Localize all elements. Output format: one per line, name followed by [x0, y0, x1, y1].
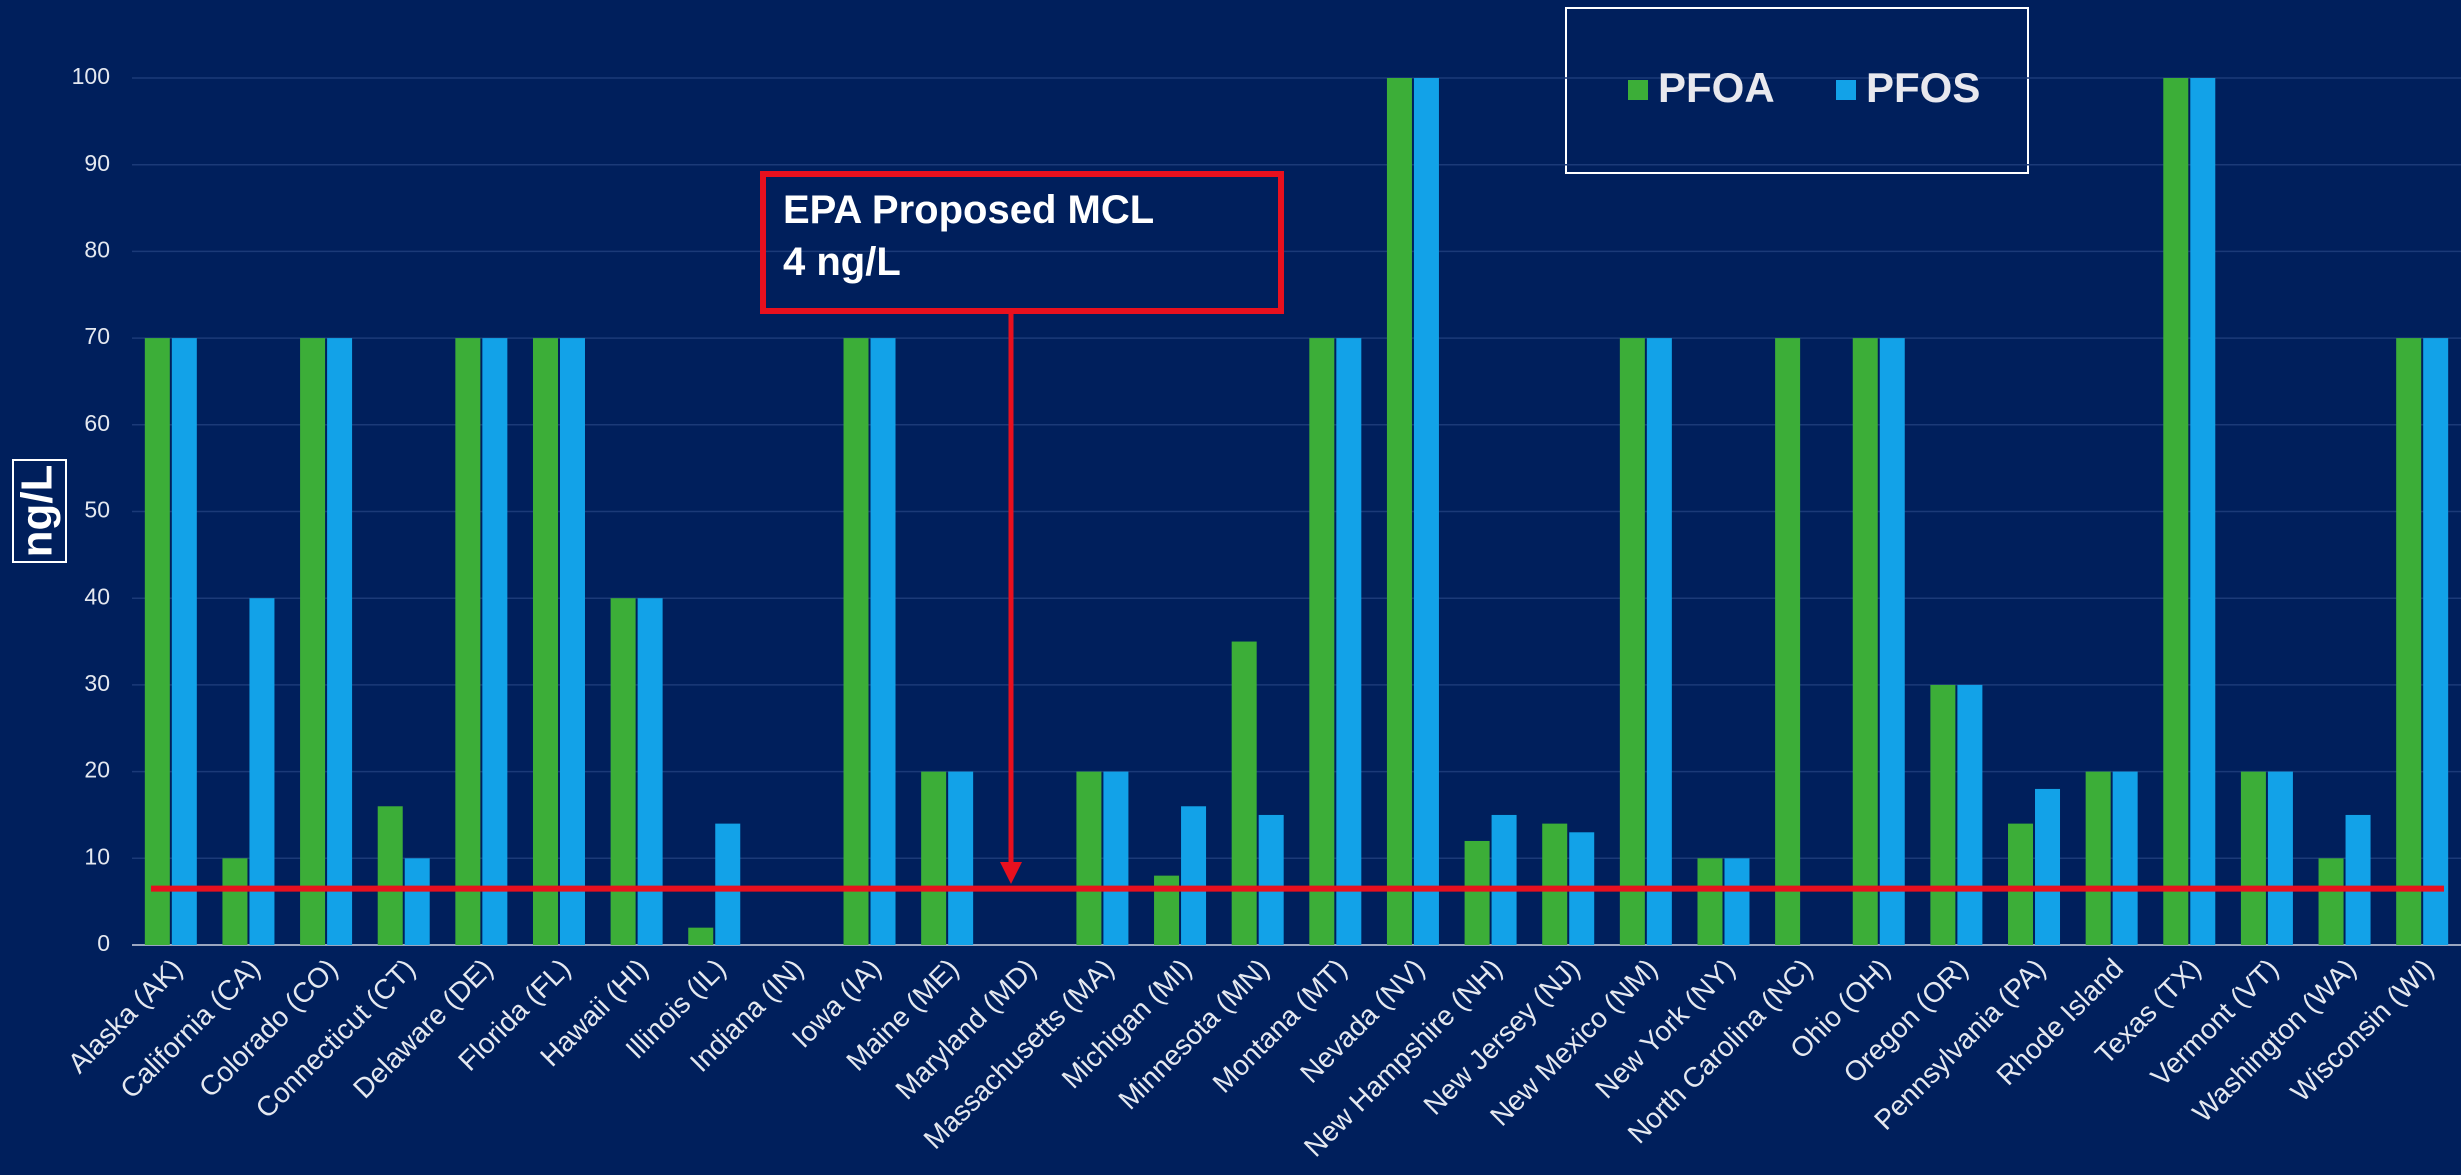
y-tick-label: 30 — [84, 670, 110, 696]
bar — [1724, 858, 1750, 945]
bar — [1231, 641, 1257, 945]
annotation: EPA Proposed MCL 4 ng/L — [783, 188, 1154, 284]
legend-label: PFOS — [1866, 64, 1980, 111]
bar — [171, 338, 197, 946]
bar — [1542, 823, 1568, 945]
annotation-box — [760, 171, 1284, 314]
bar — [921, 771, 947, 945]
bar — [327, 338, 353, 946]
bar — [1957, 684, 1983, 945]
bar — [559, 338, 585, 946]
bar — [482, 338, 508, 946]
bar — [1258, 814, 1284, 945]
bar — [1930, 684, 1956, 945]
legend-box — [1565, 7, 2029, 174]
bar — [843, 338, 869, 946]
bar — [2423, 338, 2449, 946]
bar — [377, 806, 403, 945]
bar — [1181, 806, 1207, 945]
bar — [688, 927, 714, 945]
legend-swatch — [1628, 80, 1648, 100]
bar — [1464, 840, 1490, 945]
bar — [1413, 78, 1439, 945]
bar — [2240, 771, 2266, 945]
bar — [2396, 338, 2422, 946]
annotation-line: 4 ng/L — [783, 240, 901, 284]
y-tick-label: 10 — [84, 843, 110, 869]
bar — [532, 338, 558, 946]
bar — [870, 338, 896, 946]
bar — [2163, 78, 2189, 945]
bar — [300, 338, 326, 946]
bar — [2190, 78, 2216, 945]
bar — [1697, 858, 1723, 945]
y-tick-label: 100 — [72, 63, 110, 89]
y-tick-label: 70 — [84, 323, 110, 349]
bar — [1386, 78, 1412, 945]
bar — [404, 858, 430, 945]
y-label-box — [12, 459, 67, 563]
y-tick-label: 90 — [84, 150, 110, 176]
legend-label: PFOA — [1658, 64, 1775, 111]
arrow-head — [1000, 862, 1022, 884]
bar — [948, 771, 974, 945]
bar — [2318, 858, 2344, 945]
bar — [1309, 338, 1335, 946]
y-tick-label: 20 — [84, 757, 110, 783]
bar — [715, 823, 741, 945]
bar — [222, 858, 248, 945]
bar — [2085, 771, 2111, 945]
y-tick-label: 60 — [84, 410, 110, 436]
bar — [610, 598, 636, 945]
annotation-line: EPA Proposed MCL — [783, 188, 1154, 232]
bar — [1491, 814, 1517, 945]
legend-swatch — [1836, 80, 1856, 100]
bar — [1103, 771, 1129, 945]
bar — [637, 598, 663, 945]
bar — [1852, 338, 1878, 946]
bar — [1646, 338, 1672, 946]
bar — [2008, 823, 2034, 945]
bar — [2267, 771, 2293, 945]
bar — [1879, 338, 1905, 946]
bar — [249, 598, 275, 945]
bar — [2035, 788, 2061, 945]
y-tick-label: 50 — [84, 497, 110, 523]
y-tick-label: 40 — [84, 583, 110, 609]
y-tick-label: 0 — [97, 930, 110, 956]
y-tick-label: 80 — [84, 236, 110, 262]
bar — [1076, 771, 1102, 945]
y-axis-label: ng/L — [13, 465, 62, 558]
bar — [1336, 338, 1362, 946]
bar — [2112, 771, 2138, 945]
bar — [455, 338, 481, 946]
bar — [144, 338, 170, 946]
bar — [1775, 338, 1801, 946]
bar — [1619, 338, 1645, 946]
bar — [2345, 814, 2371, 945]
